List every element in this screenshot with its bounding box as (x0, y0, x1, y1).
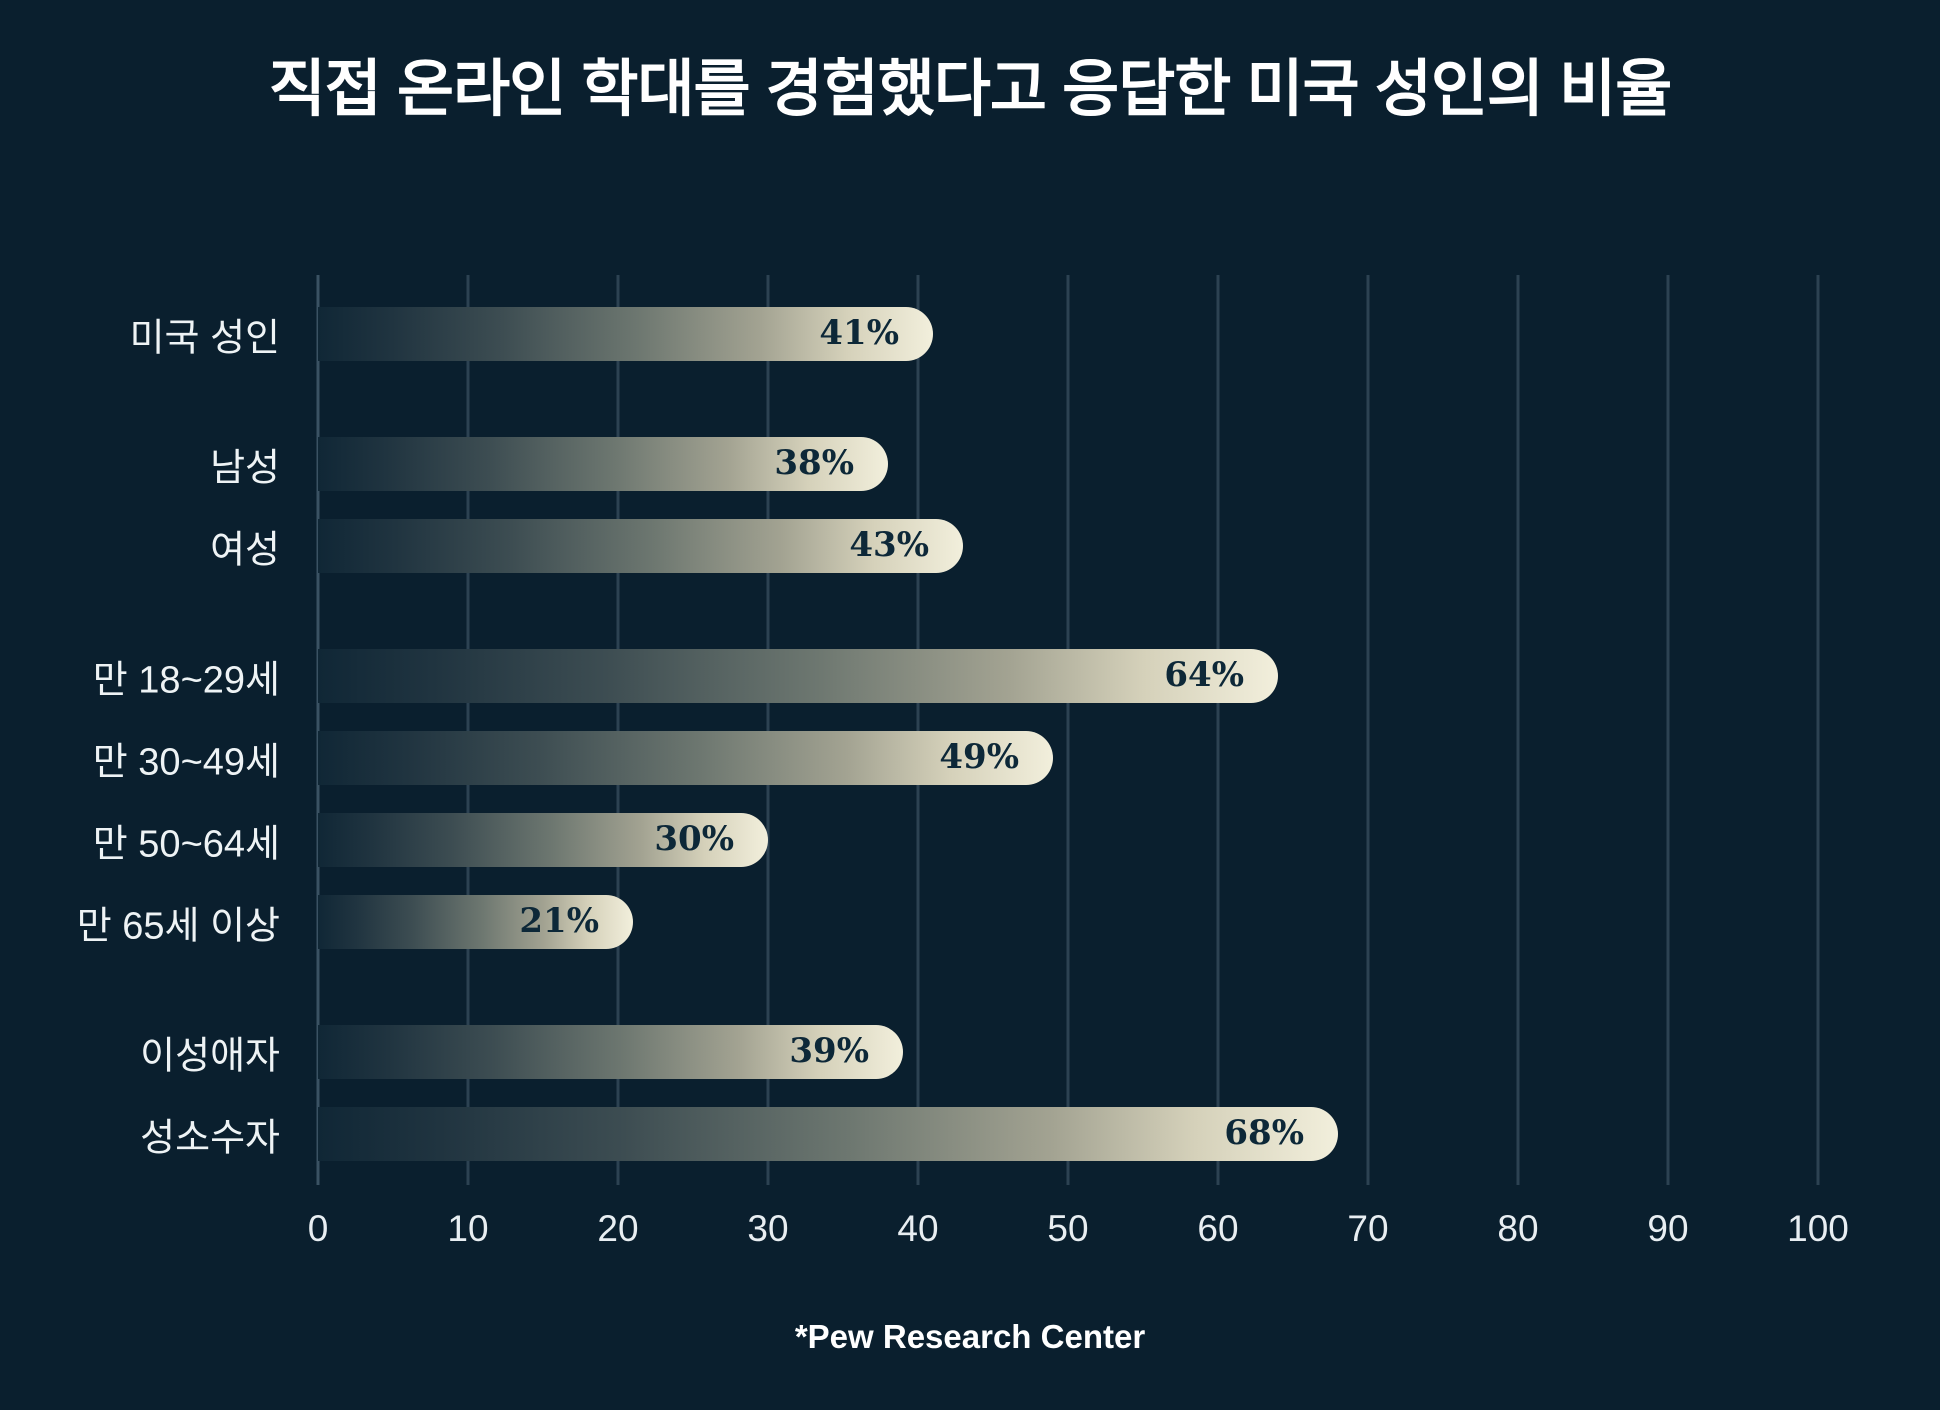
bar-value-label: 38% (774, 443, 854, 484)
bar-3: 64% (318, 649, 1278, 703)
x-tick-20: 20 (597, 1208, 639, 1249)
x-tick-50: 50 (1047, 1208, 1089, 1249)
bar-5: 30% (318, 813, 768, 867)
bar-value-label: 39% (789, 1031, 869, 1072)
bar-value-label: 41% (819, 313, 899, 354)
gridline-80 (1516, 275, 1520, 1185)
bar-value-label: 21% (519, 901, 599, 942)
gridline-60 (1216, 275, 1220, 1185)
x-tick-60: 60 (1197, 1208, 1239, 1249)
category-label-8: 성소수자 (140, 1117, 280, 1160)
x-tick-90: 90 (1647, 1208, 1689, 1249)
category-label-6: 만 65세 이상 (76, 905, 280, 948)
bar-7: 39% (318, 1025, 903, 1079)
bar-value-label: 43% (849, 525, 929, 566)
gridline-10 (466, 275, 470, 1185)
x-tick-100: 100 (1787, 1208, 1849, 1249)
x-tick-70: 70 (1347, 1208, 1389, 1249)
chart-title: 직접 온라인 학대를 경험했다고 응답한 미국 성인의 비율 (268, 55, 1673, 124)
gridline-40 (916, 275, 920, 1185)
bar-0: 41% (318, 307, 933, 361)
gridline-100 (1816, 275, 1820, 1185)
x-tick-0: 0 (307, 1208, 329, 1249)
gridline-90 (1666, 275, 1670, 1185)
category-label-5: 만 50~64세 (92, 823, 280, 866)
gridline-70 (1366, 275, 1370, 1185)
x-tick-30: 30 (747, 1208, 789, 1249)
bar-8: 68% (318, 1107, 1338, 1161)
plot-area: 41% 38% 43% 64% 49% 30% 21% 39% 68% (316, 275, 1820, 1185)
gridline-20 (616, 275, 620, 1185)
bar-value-label: 64% (1164, 655, 1244, 696)
bar-4: 49% (318, 731, 1053, 785)
gridline-30 (766, 275, 770, 1185)
bar-value-label: 49% (939, 737, 1019, 778)
category-label-7: 이성애자 (140, 1035, 280, 1078)
bar-2: 43% (318, 519, 963, 573)
category-label-3: 만 18~29세 (92, 659, 280, 702)
bar-value-label: 30% (654, 819, 734, 860)
gridline-0 (316, 275, 320, 1185)
category-label-4: 만 30~49세 (92, 741, 280, 784)
category-label-0: 미국 성인 (129, 317, 280, 360)
x-tick-40: 40 (897, 1208, 939, 1249)
category-label-1: 남성 (210, 447, 280, 490)
bar-6: 21% (318, 895, 633, 949)
gridline-50 (1066, 275, 1070, 1185)
bar-value-label: 68% (1224, 1113, 1304, 1154)
category-label-2: 여성 (210, 529, 280, 572)
x-tick-10: 10 (447, 1208, 489, 1249)
bar-1: 38% (318, 437, 888, 491)
x-tick-80: 80 (1497, 1208, 1539, 1249)
source-note: *Pew Research Center (794, 1318, 1146, 1355)
